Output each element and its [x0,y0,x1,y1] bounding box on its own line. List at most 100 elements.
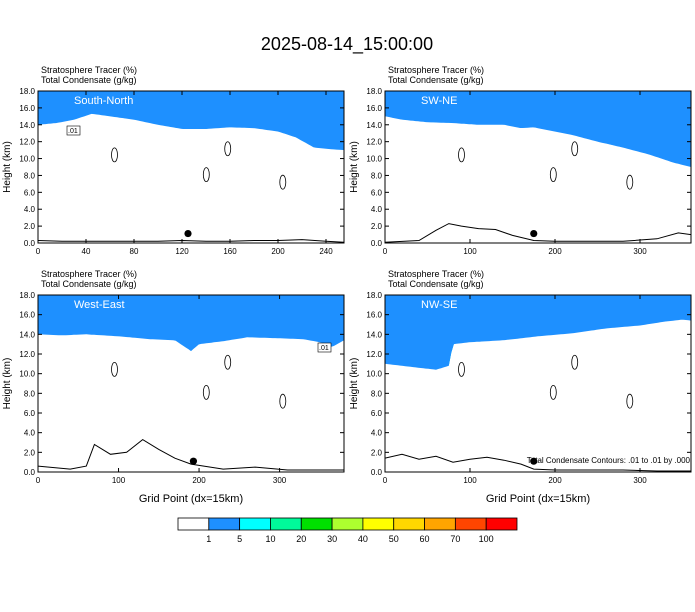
y-tick-label: 18.0 [19,291,35,300]
x-tick-label: 80 [130,247,139,256]
panel-south-north: Stratosphere Tracer (%)Total Condensate … [2,65,345,256]
y-tick-label: 2.0 [24,222,36,231]
location-marker [184,229,192,238]
panel-sw-ne: Stratosphere Tracer (%)Total Condensate … [349,65,692,256]
colorbar-swatch [393,517,425,531]
y-tick-label: 0.0 [24,239,36,248]
plot-area [385,91,691,243]
colorbar-swatch [177,517,210,531]
condensate-contour [571,354,579,370]
condensate-contour [571,141,579,157]
y-axis-label: Height (km) [2,358,13,410]
y-tick-label: 4.0 [24,205,36,214]
contour-footnote: Total Condensate Contours: .01 to .01 by… [527,456,691,465]
condensate-contour [224,354,232,370]
y-axis-label: Height (km) [2,141,13,193]
colorbar-label: 40 [358,534,368,544]
tracer-band [38,91,344,151]
x-tick-label: 160 [223,247,237,256]
x-tick-label: 100 [463,247,477,256]
y-tick-label: 12.0 [366,138,382,147]
condensate-contour [458,361,465,377]
y-tick-label: 16.0 [366,311,382,320]
tracer-band [385,91,691,167]
y-tick-label: 0.0 [24,468,36,477]
terrain-line [38,438,344,471]
y-tick-label: 14.0 [366,330,382,339]
x-axis-label: Grid Point (dx=15km) [139,493,243,505]
y-tick-label: 16.0 [19,311,35,320]
y-axis-label: Height (km) [349,358,360,410]
panels: Stratosphere Tracer (%)Total Condensate … [2,65,692,505]
y-tick-label: 10.0 [366,370,382,379]
y-tick-label: 18.0 [19,87,35,96]
y-axis-label: Height (km) [349,141,360,193]
contour-label-box [317,342,332,353]
y-tick-label: 18.0 [366,87,382,96]
condensate-contour [202,384,210,400]
colorbar-swatch [239,517,271,531]
colorbar-label: 100 [479,534,494,544]
y-tick-label: 12.0 [19,138,35,147]
panel-title-line: Total Condensate (g/kg) [41,279,137,289]
y-tick-label: 0.0 [371,468,383,477]
plot-frame [37,90,345,244]
colorbar-label: 70 [450,534,460,544]
terrain-line [385,453,691,472]
figure-title: 2025-08-14_15:00:00 [261,34,433,55]
colorbar-label: 10 [265,534,275,544]
y-tick-label: 0.0 [371,239,383,248]
x-tick-label: 200 [548,247,562,256]
colorbar-label: 1 [206,534,211,544]
plot-area: .01 [38,295,344,471]
terrain-line [385,223,691,243]
y-tick-label: 6.0 [24,409,36,418]
y-tick-label: 8.0 [24,171,36,180]
panel-label: SW-NE [421,95,457,107]
plot-area: .01 [38,91,344,243]
y-tick-label: 10.0 [366,155,382,164]
x-tick-label: 300 [633,247,647,256]
location-marker [530,457,538,465]
colorbar-swatch [270,517,302,531]
y-tick-label: 6.0 [371,188,383,197]
x-tick-label: 300 [273,476,287,485]
colorbar-label: 30 [327,534,337,544]
y-tick-label: 6.0 [24,188,36,197]
y-tick-label: 18.0 [366,291,382,300]
colorbar-swatch [331,517,364,531]
colorbar-swatch [424,517,456,531]
x-tick-label: 0 [383,476,388,485]
tracer-band [385,295,691,370]
colorbar-swatch [485,517,518,531]
y-tick-label: 14.0 [366,121,382,130]
condensate-contour [111,147,118,163]
panel-nw-se: Stratosphere Tracer (%) Total Condensate … [349,269,692,505]
y-tick-label: 14.0 [19,330,35,339]
panel-title-line: Stratosphere Tracer (%) [388,269,484,279]
condensate-contour [549,384,557,400]
y-tick-label: 4.0 [371,429,383,438]
location-marker [189,457,198,465]
panel-title-line: Total Condensate (g/kg) [41,75,137,85]
x-tick-label: 40 [82,247,91,256]
x-axis-label: Grid Point (dx=15km) [486,493,590,505]
y-tick-label: 8.0 [371,389,383,398]
x-tick-label: 0 [383,247,388,256]
y-tick-label: 2.0 [24,448,36,457]
location-marker [530,229,538,238]
colorbar-label: 50 [389,534,399,544]
contour-label-box [66,125,81,136]
panel-title-line: Stratosphere Tracer (%) [41,269,137,279]
contour-label: .01 [319,345,329,352]
condensate-contour [111,361,118,377]
panel-label: West-East [74,299,125,311]
x-tick-label: 240 [319,247,333,256]
plot-area [385,295,691,472]
tracer-band [38,295,344,352]
x-tick-label: 300 [633,476,647,485]
y-tick-label: 16.0 [366,104,382,113]
terrain-line [38,239,344,243]
condensate-contour [279,174,287,190]
